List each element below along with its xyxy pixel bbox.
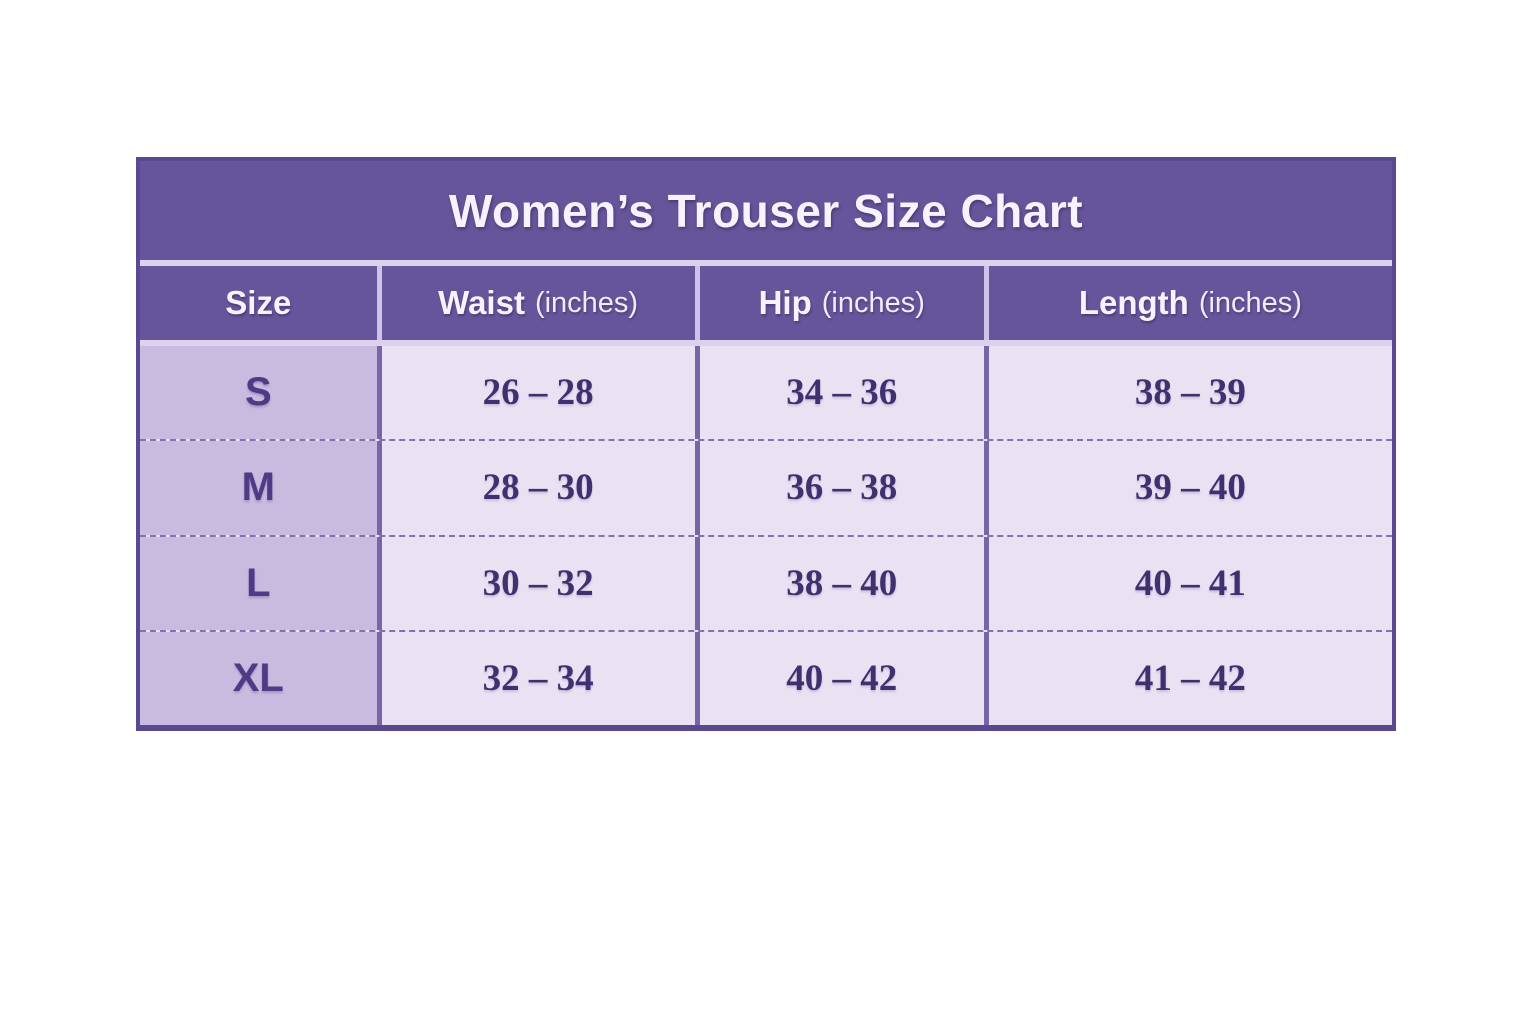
column-header-size: Size [140, 266, 377, 340]
waist-value: 26 – 28 [376, 346, 695, 440]
table-row-s: S 26 – 28 34 – 36 38 – 39 [140, 346, 1392, 440]
size-value: S [140, 346, 377, 440]
column-header-waist: Waist (inches) [376, 266, 695, 340]
chart-title: Women’s Trouser Size Chart [448, 184, 1084, 237]
waist-value: 30 – 32 [376, 536, 695, 630]
length-value: 39 – 40 [983, 441, 1392, 535]
column-header-length: Length (inches) [983, 266, 1392, 340]
column-header-hip: Hip (inches) [694, 266, 984, 340]
chart-title-band: Women’s Trouser Size Chart [140, 161, 1392, 266]
table-row-xl: XL 32 – 34 40 – 42 41 – 42 [140, 629, 1392, 725]
column-header-length-label: Length [1078, 284, 1189, 321]
table-header-row: Size Waist (inches) Hip (inches) Length (in… [140, 266, 1392, 346]
size-value: M [140, 441, 377, 535]
table-body: S 26 – 28 34 – 36 38 – 39 M 28 – 30 36 –… [140, 346, 1392, 725]
size-value: XL [140, 631, 377, 725]
waist-value: 28 – 30 [376, 441, 695, 535]
column-header-size-label: Size [225, 284, 292, 321]
hip-value: 34 – 36 [694, 346, 984, 440]
column-header-waist-label: Waist [438, 284, 525, 321]
column-header-hip-label: Hip [758, 284, 812, 321]
hip-value: 38 – 40 [694, 536, 984, 630]
size-chart-table: Women’s Trouser Size Chart Size Waist (in… [136, 157, 1396, 731]
column-header-waist-unit: (inches) [534, 286, 639, 319]
length-value: 38 – 39 [983, 346, 1392, 440]
length-value: 41 – 42 [983, 631, 1392, 725]
column-header-hip-unit: (inches) [821, 286, 925, 319]
hip-value: 40 – 42 [694, 631, 984, 725]
table-row-m: M 28 – 30 36 – 38 39 – 40 [140, 439, 1392, 535]
length-value: 40 – 41 [983, 536, 1392, 630]
table-row-l: L 30 – 32 38 – 40 40 – 41 [140, 534, 1392, 630]
column-header-length-unit: (inches) [1198, 286, 1302, 319]
waist-value: 32 – 34 [376, 631, 695, 725]
hip-value: 36 – 38 [694, 441, 984, 535]
size-value: L [140, 536, 377, 630]
